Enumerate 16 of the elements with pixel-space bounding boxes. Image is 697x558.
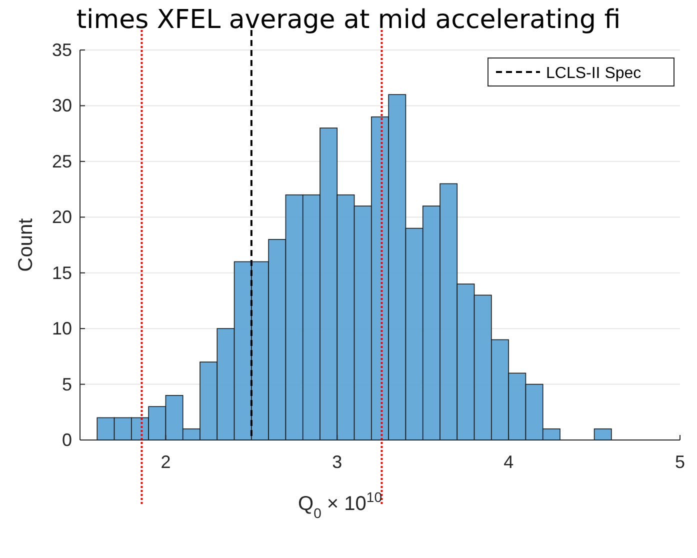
y-tick-label: 5	[62, 374, 72, 394]
y-axis-title: Count	[15, 218, 37, 272]
y-tick-label: 30	[52, 96, 72, 116]
x-tick-label: 5	[674, 452, 686, 472]
ref-line-label: LCLS-II Spec	[546, 65, 642, 82]
y-tick-label: 25	[52, 151, 72, 172]
y-tick-label: 20	[52, 207, 72, 228]
x-tick-label: 2	[160, 452, 171, 472]
x-tick-label: 4	[504, 452, 514, 472]
y-tick-label: 15	[52, 262, 72, 283]
y-tick-label: 0	[62, 430, 72, 450]
y-tick-label: 10	[52, 318, 72, 339]
chart-title: times XFEL average at mid accelerating fi	[76, 5, 621, 35]
x-axis-title: Q$_{0}$ × 10$^{10}$	[298, 489, 382, 521]
x-tick-label: 3	[332, 452, 342, 472]
y-tick-label: 35	[52, 40, 72, 60]
